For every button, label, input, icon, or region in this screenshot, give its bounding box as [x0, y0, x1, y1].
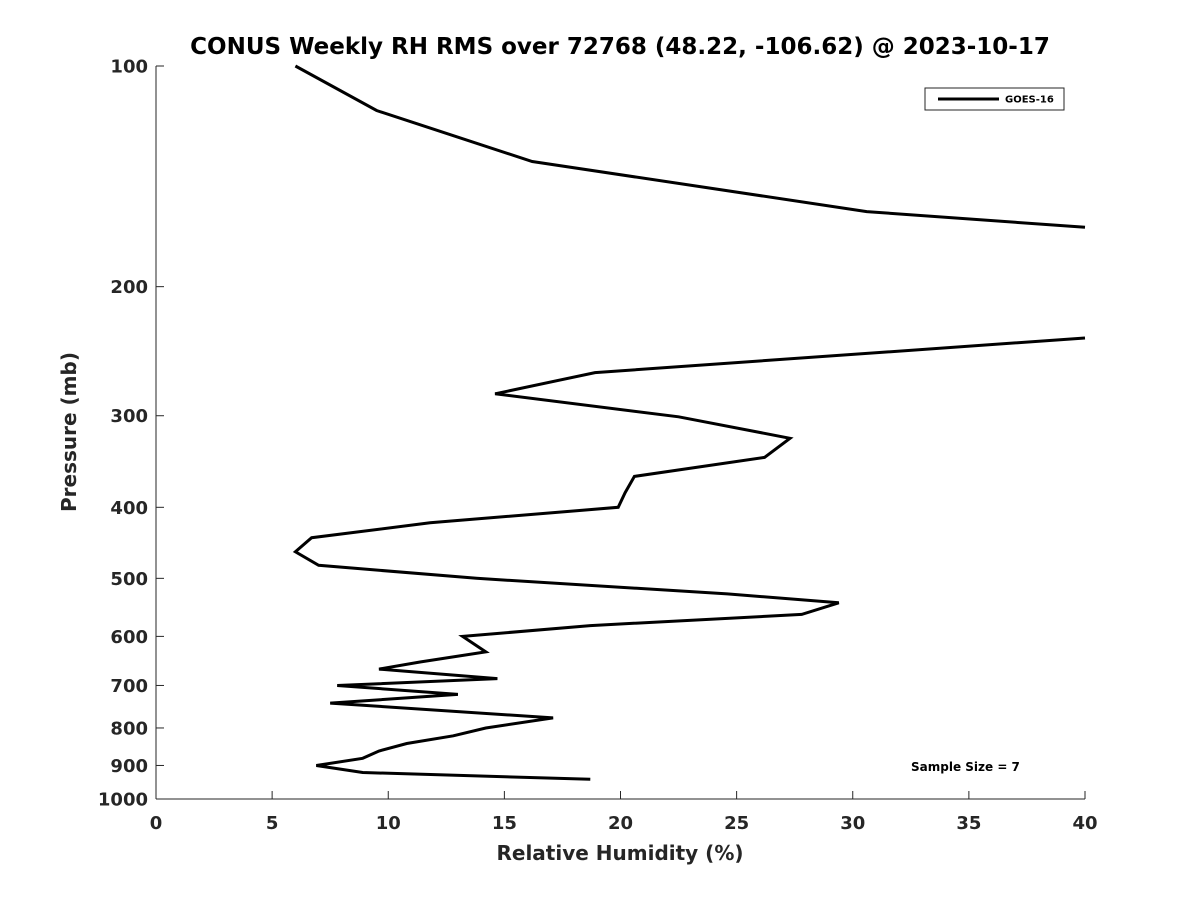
y-tick-label: 200	[110, 277, 148, 298]
sample-size-annotation: Sample Size = 7	[911, 760, 1020, 774]
x-tick-label: 35	[956, 813, 981, 834]
legend-label-goes-16: GOES-16	[1005, 95, 1054, 106]
x-tick-label: 5	[266, 813, 279, 834]
y-tick-label: 1000	[98, 790, 148, 811]
y-tick-label: 300	[110, 406, 148, 427]
x-tick-label: 25	[724, 813, 749, 834]
chart-title: CONUS Weekly RH RMS over 72768 (48.22, -…	[190, 34, 1050, 60]
x-tick-label: 20	[608, 813, 633, 834]
x-tick-label: 40	[1072, 813, 1097, 834]
x-tick-label: 10	[376, 813, 401, 834]
x-tick-label: 0	[150, 813, 163, 834]
series-layer	[292, 64, 1086, 781]
y-axis-label: Pressure (mb)	[57, 352, 81, 512]
x-axis-ticks: 0 5 10 15 20 25 30 35 40	[150, 791, 1098, 834]
y-tick-label: 500	[110, 569, 148, 590]
y-tick-label: 700	[110, 676, 148, 697]
y-tick-label: 900	[110, 756, 148, 777]
x-tick-label: 15	[492, 813, 517, 834]
series-line-goes-16	[292, 64, 1086, 781]
y-tick-label: 600	[110, 627, 148, 648]
y-tick-label: 800	[110, 718, 148, 739]
y-tick-label: 400	[110, 498, 148, 519]
legend: GOES-16	[924, 87, 1065, 111]
y-tick-label: 100	[110, 57, 148, 78]
y-axis-ticks: 100 200 300 400 500 600 700 800 900 1000	[98, 57, 164, 811]
x-axis-label: Relative Humidity (%)	[496, 841, 743, 865]
x-tick-label: 30	[840, 813, 865, 834]
